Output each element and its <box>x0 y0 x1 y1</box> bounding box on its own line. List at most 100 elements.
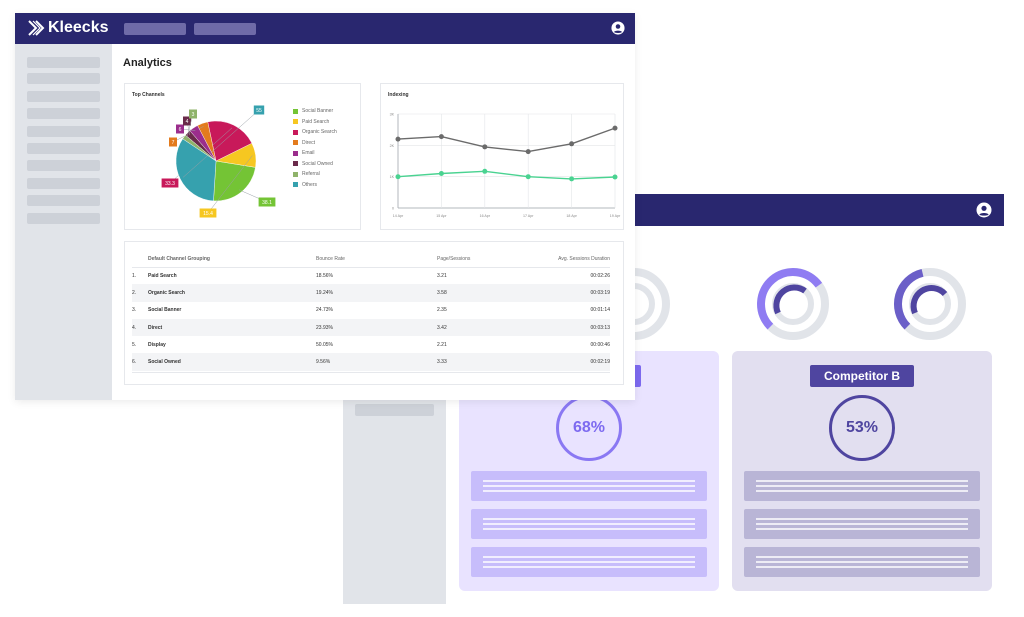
back-window: 68% Competitor B 53% <box>343 194 1004 604</box>
page-title: Analytics <box>123 57 172 69</box>
brand-logo[interactable]: Kleecks <box>27 19 109 37</box>
legend-label: Organic Search <box>302 129 337 136</box>
sidebar-item[interactable] <box>27 108 100 119</box>
sidebar-item[interactable] <box>27 195 100 206</box>
pie-label-box <box>258 197 276 207</box>
sidebar-item[interactable] <box>27 73 100 84</box>
channel-name: Paid Search <box>148 272 177 279</box>
table-row[interactable]: 6. Social Owned 9.56% 3.33 00:02:19 <box>132 353 610 371</box>
pie-label-box <box>169 137 177 147</box>
data-point[interactable] <box>438 134 444 140</box>
content-placeholder <box>471 509 707 539</box>
y-tick-label: 1K <box>390 175 395 179</box>
channel-name: Social Owned <box>148 353 316 371</box>
sidebar-item[interactable] <box>27 160 100 171</box>
data-point[interactable] <box>569 141 575 147</box>
data-point[interactable] <box>569 176 575 182</box>
legend-item[interactable]: Social Owned <box>293 159 337 170</box>
sidebar-item[interactable] <box>27 126 100 137</box>
avg-session-duration: 00:03:13 <box>521 318 610 337</box>
data-point[interactable] <box>612 125 618 131</box>
nav-item-placeholder[interactable] <box>194 23 256 35</box>
column-header[interactable]: Avg. Sessions Duration <box>521 252 610 268</box>
legend-item[interactable]: Social Banner <box>293 106 337 117</box>
channel-name: Social Banner <box>148 307 182 314</box>
avg-session-duration: 00:02:26 <box>590 272 610 279</box>
table-row[interactable]: 1. Paid Search 18.56% 3.21 00:02:26 <box>132 267 610 284</box>
indexing-title: Indexing <box>388 92 409 98</box>
legend-label: Social Owned <box>302 160 333 167</box>
sidebar-item[interactable] <box>27 213 100 224</box>
kleecks-logo-icon <box>28 20 45 36</box>
table-row[interactable]: 4. Direct 23.93% 3.42 00:03:13 <box>132 318 610 337</box>
sidebar <box>15 44 112 400</box>
legend-item[interactable]: Email <box>293 148 337 159</box>
legend-swatch <box>293 108 298 114</box>
legend-label: Others <box>302 181 318 188</box>
channel-name: Organic Search <box>148 284 316 302</box>
nav-item-placeholder[interactable] <box>124 23 186 35</box>
data-point[interactable] <box>482 168 488 174</box>
pie-data-label: 15.4 <box>203 211 213 217</box>
sidebar-item[interactable] <box>27 91 100 102</box>
pie-label-box <box>253 105 265 115</box>
table-row[interactable]: 2. Organic Search 19.24% 3.58 00:03:19 <box>132 284 610 302</box>
gauge-2 <box>757 268 829 340</box>
table-row[interactable]: 3. Social Banner 24.73% 2.35 00:01:14 <box>132 302 610 319</box>
pie-slice[interactable] <box>207 120 253 162</box>
content-placeholder <box>471 471 707 501</box>
data-point[interactable] <box>612 174 618 180</box>
indexing-panel: Indexing 0 1K 2K 3K 14 Apr 15 Apr 16 Apr 17 Apr… <box>380 83 624 230</box>
sidebar-item[interactable] <box>27 57 100 68</box>
column-header[interactable]: Bounce Rate <box>316 252 437 268</box>
legend-swatch <box>293 171 298 177</box>
top-channels-pie-chart: 38.1 15.4 33.3 7 643 55 <box>161 105 276 218</box>
row-number: 1. <box>132 272 137 279</box>
pie-data-label: 7 <box>172 140 175 146</box>
data-point[interactable] <box>395 174 401 180</box>
sidebar-item[interactable] <box>27 143 100 154</box>
legend-item[interactable]: Others <box>293 180 337 191</box>
pie-data-label: 3 <box>192 112 195 118</box>
legend-label: Paid Search <box>302 118 330 125</box>
legend-item[interactable]: Direct <box>293 138 337 149</box>
column-header[interactable]: Page/Sessions <box>437 252 521 268</box>
channels-table: Default Channel Grouping Bounce Rate Pag… <box>132 252 610 371</box>
legend-item[interactable]: Organic Search <box>293 127 337 138</box>
x-tick-label: 19 Apr <box>610 214 621 218</box>
legend-swatch <box>293 182 298 188</box>
content-placeholder <box>744 547 980 577</box>
bounce-rate: 9.56% <box>316 353 437 371</box>
legend-item[interactable]: Referral <box>293 169 337 180</box>
data-point[interactable] <box>482 144 488 150</box>
y-tick-label: 0 <box>392 207 394 211</box>
top-channels-title: Top Channels <box>132 92 165 98</box>
user-account-icon[interactable] <box>611 21 625 35</box>
pie-label-box <box>161 178 179 188</box>
sidebar-item[interactable] <box>27 178 100 189</box>
legend-label: Direct <box>302 139 316 146</box>
table-row[interactable]: 5. Display 50.05% 2.21 00:00:46 <box>132 336 610 353</box>
legend-swatch <box>293 161 298 167</box>
data-point[interactable] <box>438 171 444 176</box>
avg-session-duration: 00:02:19 <box>521 353 610 371</box>
x-tick-label: 14 Apr <box>393 214 404 218</box>
data-point[interactable] <box>395 136 401 142</box>
data-point[interactable] <box>525 174 531 180</box>
data-point[interactable] <box>525 149 531 155</box>
sidebar-placeholder[interactable] <box>355 404 434 416</box>
avg-session-duration: 00:00:46 <box>590 341 610 348</box>
pie-label-box <box>176 124 184 134</box>
legend-label: Social Banner <box>302 108 334 115</box>
column-header[interactable]: Default Channel Grouping <box>148 252 316 268</box>
pie-slice[interactable] <box>213 160 256 202</box>
pie-data-label: 4 <box>186 119 189 125</box>
indexing-line-chart: 0 1K 2K 3K 14 Apr 15 Apr 16 Apr 17 Apr 18 Apr 19 … <box>390 113 621 219</box>
pie-slice[interactable] <box>175 138 217 202</box>
user-account-icon[interactable] <box>976 202 992 218</box>
pie-label-box <box>189 109 197 119</box>
gauge-3 <box>894 268 966 340</box>
pie-label-leader <box>207 155 253 214</box>
legend-item[interactable]: Paid Search <box>293 117 337 128</box>
legend-swatch <box>293 129 298 135</box>
